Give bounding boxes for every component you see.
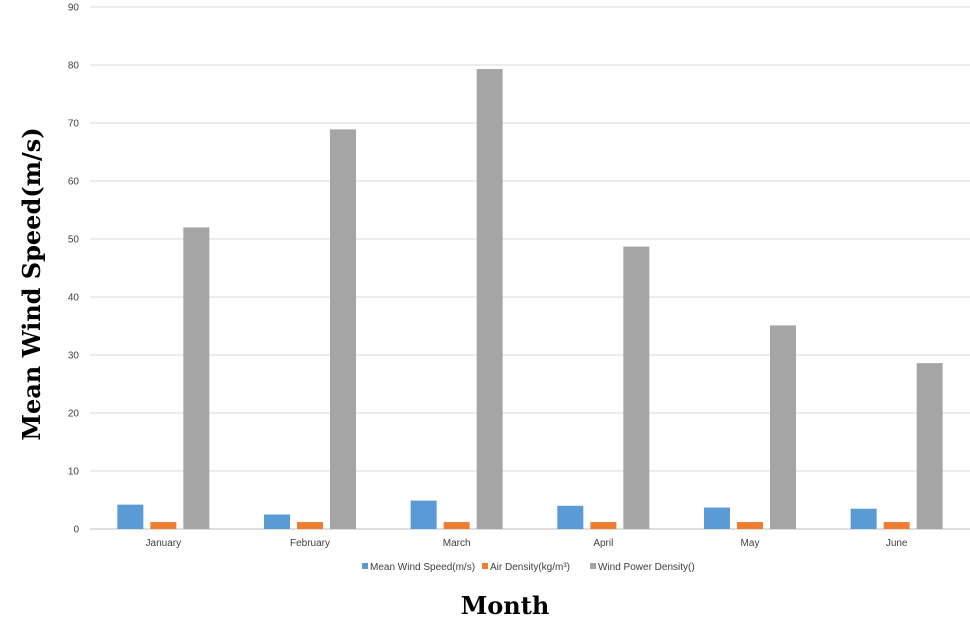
bar <box>883 522 910 529</box>
y-axis-ticks: 0 10 20 30 40 50 60 70 80 90 <box>68 3 80 536</box>
bar <box>770 325 796 529</box>
x-tick-label: June <box>886 538 908 549</box>
gridlines <box>90 6 970 530</box>
bar <box>557 505 584 529</box>
x-tick-label: January <box>146 538 182 549</box>
bar <box>264 514 290 529</box>
y-tick-label: 50 <box>68 235 80 246</box>
bar <box>623 246 650 530</box>
y-tick-label: 80 <box>68 61 80 72</box>
bar <box>183 227 210 529</box>
x-tick-label: February <box>290 538 330 549</box>
bar <box>443 522 470 529</box>
x-tick-label: April <box>593 538 613 549</box>
legend-label: Air Density(kg/m³) <box>490 562 570 573</box>
legend: Mean Wind Speed(m/s) Air Density(kg/m³) Wi… <box>362 562 695 573</box>
legend-swatch <box>362 563 368 569</box>
bar <box>297 522 323 529</box>
y-tick-label: 30 <box>68 351 80 362</box>
bar <box>117 504 144 529</box>
y-axis-title: Mean Wind Speed(m/s) <box>17 127 46 440</box>
bar <box>476 69 503 529</box>
bar <box>916 363 943 529</box>
y-tick-label: 40 <box>68 293 80 304</box>
bars <box>117 69 943 530</box>
y-tick-label: 10 <box>68 467 80 478</box>
y-tick-label: 20 <box>68 409 80 420</box>
legend-swatch <box>482 563 488 569</box>
bar <box>850 508 877 529</box>
bar <box>150 522 177 529</box>
y-tick-label: 60 <box>68 177 80 188</box>
legend-label: Wind Power Density() <box>598 562 695 573</box>
legend-label: Mean Wind Speed(m/s) <box>370 562 475 573</box>
x-tick-label: May <box>741 538 760 549</box>
bar <box>737 522 763 529</box>
y-tick-label: 70 <box>68 119 80 130</box>
bar <box>704 507 730 529</box>
y-tick-label: 90 <box>68 3 80 14</box>
x-axis-title: Month <box>461 591 550 620</box>
bar <box>330 129 356 529</box>
x-tick-label: March <box>443 538 471 549</box>
bar <box>590 522 617 529</box>
x-axis-ticks: January February March April May June <box>146 538 908 549</box>
legend-swatch <box>590 563 596 569</box>
y-tick-label: 0 <box>73 525 79 536</box>
bar <box>410 500 437 529</box>
